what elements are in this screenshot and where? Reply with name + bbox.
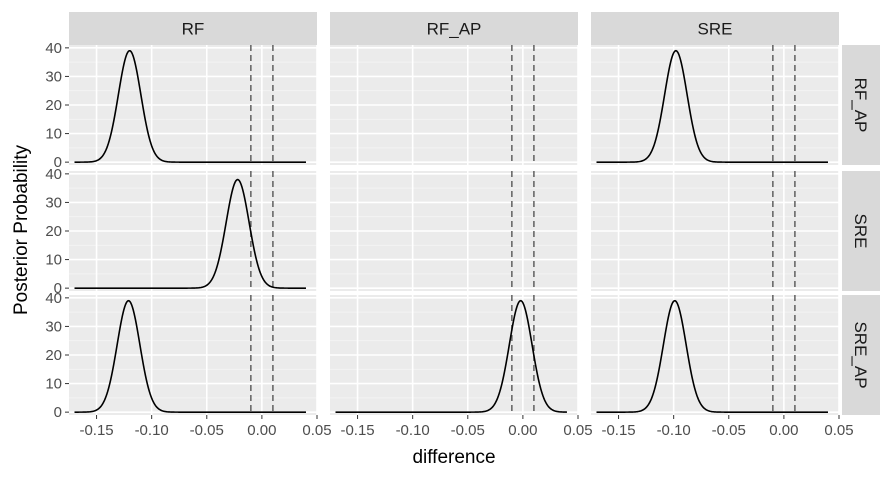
x-tick-label: -0.15 <box>601 422 635 439</box>
x-tick-label: -0.15 <box>340 422 374 439</box>
density-curve-sre-ap-vs-rf-ap <box>335 299 567 413</box>
density-curve-sre-ap-vs-sre <box>596 299 828 413</box>
y-tick-label: 30 <box>45 68 62 85</box>
density-curve-sre-ap-vs-rf <box>74 299 306 413</box>
density-curve-rf-ap-vs-sre <box>596 49 828 163</box>
density-curve-rf-ap-vs-rf <box>74 49 306 163</box>
y-tick-label: 10 <box>45 252 62 269</box>
y-axis-title: Posterior Probability <box>11 144 32 315</box>
y-tick-label: 10 <box>45 376 62 393</box>
x-tick-label: 0.00 <box>508 422 537 439</box>
x-tick-label: 0.00 <box>769 422 798 439</box>
y-tick-label: 20 <box>45 223 62 240</box>
y-tick-label: 30 <box>45 318 62 335</box>
y-tick-label: 40 <box>45 166 62 183</box>
column-strip-label: RF_AP <box>427 20 482 39</box>
y-tick-label: 0 <box>54 280 62 297</box>
y-tick-label: 40 <box>45 290 62 307</box>
x-tick-label: -0.10 <box>135 422 169 439</box>
x-tick-label: -0.10 <box>396 422 430 439</box>
x-tick-label: 0.00 <box>247 422 276 439</box>
density-curve-sre-vs-rf <box>74 178 306 289</box>
y-tick-label: 20 <box>45 97 62 114</box>
column-strip-label: RF <box>182 20 205 39</box>
y-tick-label: 20 <box>45 347 62 364</box>
x-tick-label: -0.05 <box>190 422 224 439</box>
row-strip-label: SRE_AP <box>851 321 870 388</box>
x-tick-label: 0.05 <box>302 422 331 439</box>
x-tick-label: -0.15 <box>79 422 113 439</box>
row-strip-rf-ap <box>842 45 880 165</box>
y-tick-label: 30 <box>45 194 62 211</box>
y-tick-label: 40 <box>45 40 62 57</box>
row-strip-label: SRE <box>851 214 870 249</box>
y-tick-label: 0 <box>54 404 62 421</box>
x-axis-title: difference <box>412 447 495 468</box>
row-strip-sre-ap <box>842 295 880 415</box>
row-strip-sre <box>842 171 880 291</box>
column-strip-rf <box>69 12 317 45</box>
y-tick-label: 10 <box>45 126 62 143</box>
row-strip-label: RF_AP <box>851 78 870 133</box>
x-tick-label: -0.05 <box>451 422 485 439</box>
y-tick-label: 0 <box>54 154 62 171</box>
column-strip-rf-ap <box>330 12 578 45</box>
column-strip-sre <box>591 12 839 45</box>
column-strip-label: SRE <box>698 20 733 39</box>
x-tick-label: -0.05 <box>712 422 746 439</box>
x-tick-label: 0.05 <box>563 422 592 439</box>
x-tick-label: 0.05 <box>824 422 853 439</box>
x-tick-label: -0.10 <box>657 422 691 439</box>
